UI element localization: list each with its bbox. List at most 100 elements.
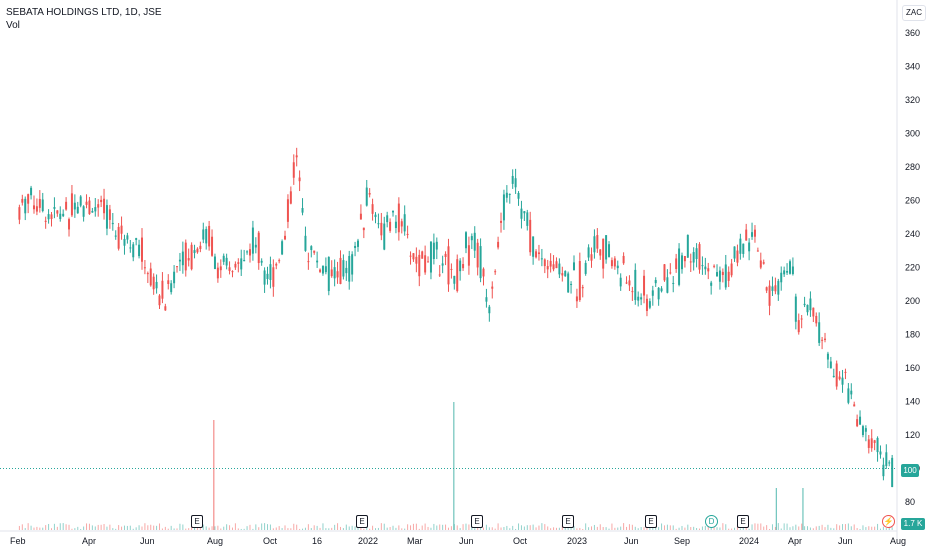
volume-bar — [877, 523, 879, 530]
candle-body — [590, 254, 593, 261]
earnings-marker[interactable]: E — [356, 515, 368, 528]
volume-bar — [865, 527, 867, 530]
volume-bar — [520, 525, 522, 530]
candle-body — [149, 268, 152, 286]
volume-bar — [287, 528, 289, 530]
candle-body — [307, 261, 310, 263]
candle-body — [114, 235, 117, 237]
candle-body — [605, 235, 608, 260]
dividend-marker[interactable]: D — [705, 515, 718, 528]
candle-body — [838, 376, 841, 380]
candle-body — [678, 248, 681, 285]
candle-body — [885, 452, 888, 467]
volume-bar — [646, 526, 648, 530]
y-tick-label: 300 — [905, 129, 920, 139]
volume-bar — [576, 528, 578, 530]
volume-bar — [623, 523, 625, 530]
candle-body — [482, 268, 485, 277]
volume-spike — [802, 488, 804, 530]
candle-body — [853, 404, 856, 407]
volume-bar — [824, 527, 826, 530]
x-tick-label: Feb — [10, 536, 26, 546]
earnings-marker[interactable]: E — [645, 515, 657, 528]
candle-body — [155, 281, 158, 289]
volume-bar — [179, 523, 181, 530]
volume-bar — [173, 528, 175, 530]
volume-bar — [258, 527, 260, 530]
volume-bar — [290, 528, 292, 530]
candle-body — [844, 371, 847, 373]
volume-bar — [491, 527, 493, 530]
volume-bar — [229, 525, 231, 530]
earnings-marker[interactable]: E — [471, 515, 483, 528]
volume-bar — [234, 523, 236, 530]
candle-body — [514, 178, 517, 188]
volume-bar — [375, 528, 377, 530]
candle-body — [707, 268, 710, 272]
volume-spike — [213, 420, 215, 530]
candle-body — [117, 226, 120, 249]
candle-body — [555, 261, 558, 269]
volume-bar — [821, 524, 823, 530]
candle-body — [73, 202, 76, 210]
candle-body — [213, 256, 216, 270]
candle-body — [485, 297, 488, 302]
y-tick-label: 340 — [905, 62, 920, 72]
earnings-marker[interactable]: E — [737, 515, 749, 528]
volume-bar — [628, 524, 630, 530]
earnings-marker[interactable]: E — [562, 515, 574, 528]
chart-legend: SEBATA HOLDINGS LTD, 1D, JSE Vol — [6, 6, 162, 32]
candle-body — [397, 203, 400, 233]
candle-body — [716, 272, 719, 277]
candle-body — [161, 280, 164, 299]
volume-bar — [573, 526, 575, 530]
candle-body — [418, 254, 421, 277]
candle-body — [645, 298, 648, 311]
volume-bar — [386, 527, 388, 530]
volume-bar — [783, 523, 785, 530]
volume-bar — [710, 526, 712, 530]
candle-body — [97, 204, 100, 208]
candle-body — [392, 210, 395, 213]
volume-bar — [503, 527, 505, 530]
candle-body — [53, 207, 56, 209]
volume-bar — [109, 524, 111, 530]
volume-bar — [80, 528, 82, 530]
x-tick-label: Jun — [140, 536, 155, 546]
volume-bar — [36, 526, 38, 530]
volume-bar — [123, 525, 125, 530]
lightning-icon[interactable]: ⚡ — [882, 515, 895, 528]
volume-bar — [65, 524, 67, 530]
candle-body — [105, 205, 108, 229]
currency-badge[interactable]: ZAC — [902, 5, 926, 21]
x-tick-label: Mar — [407, 536, 423, 546]
volume-bar — [252, 528, 254, 530]
volume-bar — [485, 524, 487, 530]
volume-bar — [751, 524, 753, 530]
volume-bar — [631, 524, 633, 530]
volume-bar — [483, 527, 485, 530]
candle-body — [616, 265, 619, 269]
candle-body — [143, 267, 146, 269]
volume-bar — [354, 526, 356, 530]
volume-bar — [307, 524, 309, 530]
earnings-marker[interactable]: E — [191, 515, 203, 528]
candle-body — [429, 241, 432, 273]
candle-body — [742, 243, 745, 254]
candle-body — [500, 220, 503, 223]
candle-body — [371, 204, 374, 214]
candle-body — [70, 193, 73, 216]
candle-body — [409, 255, 412, 257]
candle-body — [403, 214, 406, 232]
volume-bar — [442, 524, 444, 530]
candle-body — [269, 264, 272, 280]
candle-body — [170, 283, 173, 293]
candle-body — [686, 234, 689, 258]
volume-bar — [605, 527, 607, 530]
candle-body — [701, 265, 704, 267]
candle-body — [540, 258, 543, 260]
volume-bar — [240, 528, 242, 530]
volume-bar — [372, 525, 374, 530]
candle-body — [786, 271, 789, 273]
